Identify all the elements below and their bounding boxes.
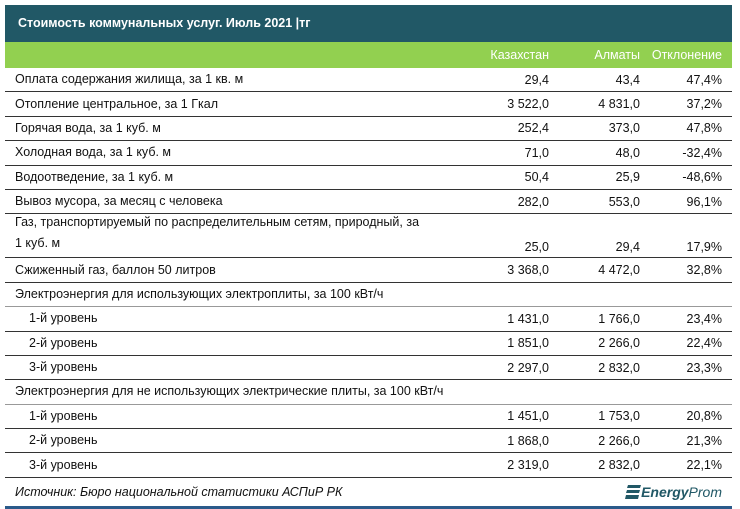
row-label: Электроэнергия для не использующих элект… (15, 384, 444, 399)
value-kazakhstan: 1 851,0 (507, 336, 549, 351)
table-row: 1-й уровень 1 451,0 1 753,0 20,8% (5, 405, 732, 430)
value-kazakhstan: 2 297,0 (507, 360, 549, 375)
table-row: Холодная вода, за 1 куб. м 71,0 48,0 -32,4% (5, 141, 732, 166)
value-almaty: 29,4 (615, 240, 640, 255)
row-label: 1-й уровень (29, 311, 98, 326)
value-deviation: -48,6% (682, 170, 722, 185)
value-deviation: 23,4% (686, 311, 722, 326)
table-row: Вывоз мусора, за месяц с человека 282,0 55… (5, 190, 732, 215)
table-row: Отопление центральное, за 1 Гкал 3 522,0 4… (5, 92, 732, 117)
value-deviation: 96,1% (686, 194, 722, 209)
value-kazakhstan: 1 431,0 (507, 311, 549, 326)
value-kazakhstan: 1 868,0 (507, 433, 549, 448)
value-almaty: 2 266,0 (598, 433, 640, 448)
value-almaty: 1 766,0 (598, 311, 640, 326)
row-label: 2-й уровень (29, 433, 98, 448)
table-header: Казахстан Алматы Отклонение (5, 42, 732, 68)
table-group-row: Электроэнергия для использующих электроп… (5, 283, 732, 308)
table-row: 2-й уровень 1 851,0 2 266,0 22,4% (5, 332, 732, 356)
value-kazakhstan: 71,0 (524, 145, 549, 160)
value-deviation: 32,8% (686, 263, 722, 278)
source-note: Источник: Бюро национальной статистики А… (15, 484, 343, 499)
value-almaty: 1 753,0 (598, 409, 640, 424)
row-label: Горячая вода, за 1 куб. м (15, 120, 161, 135)
col-almaty: Алматы (594, 48, 640, 62)
value-deviation: 22,1% (686, 458, 722, 473)
value-almaty: 2 832,0 (598, 360, 640, 375)
col-deviation: Отклонение (651, 48, 722, 62)
row-label: Сжиженный газ, баллон 50 литров (15, 262, 216, 277)
value-kazakhstan: 2 319,0 (507, 458, 549, 473)
value-kazakhstan: 1 451,0 (507, 409, 549, 424)
value-almaty: 48,0 (615, 145, 640, 160)
value-almaty: 25,9 (615, 170, 640, 185)
row-label: Вывоз мусора, за месяц с человека (15, 194, 223, 209)
table-row: 3-й уровень 2 297,0 2 832,0 23,3% (5, 356, 732, 381)
row-label: Холодная вода, за 1 куб. м (15, 145, 172, 160)
value-kazakhstan: 29,4 (524, 72, 549, 87)
row-label: 1-й уровень (29, 408, 98, 423)
table-row: Сжиженный газ, баллон 50 литров 3 368,0 4 … (5, 258, 732, 283)
value-almaty: 4 831,0 (598, 97, 640, 112)
table-row: Водоотведение, за 1 куб. м 50,4 25,9 -48,6% (5, 166, 732, 190)
value-almaty: 4 472,0 (598, 263, 640, 278)
value-kazakhstan: 3 368,0 (507, 263, 549, 278)
value-deviation: 20,8% (686, 409, 722, 424)
value-almaty: 2 832,0 (598, 458, 640, 473)
table-row: 3-й уровень 2 319,0 2 832,0 22,1% (5, 453, 732, 478)
value-kazakhstan: 252,4 (517, 121, 549, 136)
value-deviation: 37,2% (686, 97, 722, 112)
row-label: Оплата содержания жилища, за 1 кв. м (15, 72, 244, 87)
value-deviation: 21,3% (686, 433, 722, 448)
value-deviation: 23,3% (686, 360, 722, 375)
value-almaty: 553,0 (608, 194, 640, 209)
table-group-row: Электроэнергия для не использующих элект… (5, 380, 732, 405)
row-label: Отопление центральное, за 1 Гкал (15, 96, 218, 111)
row-label: Водоотведение, за 1 куб. м (15, 169, 174, 184)
value-kazakhstan: 50,4 (524, 170, 549, 185)
value-almaty: 373,0 (608, 121, 640, 136)
value-deviation: 22,4% (686, 336, 722, 351)
logo-mark-icon (625, 484, 642, 499)
value-deviation: 47,4% (686, 72, 722, 87)
footer: Источник: Бюро национальной статистики А… (5, 478, 732, 509)
table-row: 1-й уровень 1 431,0 1 766,0 23,4% (5, 307, 732, 332)
row-label: 3-й уровень (29, 457, 98, 472)
table-row: 2-й уровень 1 868,0 2 266,0 21,3% (5, 429, 732, 454)
row-label: 3-й уровень (29, 360, 98, 375)
value-kazakhstan: 282,0 (517, 194, 549, 209)
row-label: 2-й уровень (29, 335, 98, 350)
value-almaty: 2 266,0 (598, 336, 640, 351)
table-row: Газ, транспортируемый по распределительн… (5, 214, 732, 259)
table-row: Горячая вода, за 1 куб. м 252,4 373,0 47,8% (5, 117, 732, 142)
value-deviation: 47,8% (686, 121, 722, 136)
table-title: Стоимость коммунальных услуг. Июль 2021 … (5, 5, 732, 42)
value-almaty: 43,4 (615, 72, 640, 87)
value-deviation: -32,4% (682, 145, 722, 160)
value-kazakhstan: 25,0 (524, 240, 549, 255)
value-kazakhstan: 3 522,0 (507, 97, 549, 112)
value-deviation: 17,9% (686, 240, 722, 255)
utility-cost-table: Стоимость коммунальных услуг. Июль 2021 … (5, 5, 732, 509)
row-label: Электроэнергия для использующих электроп… (15, 286, 384, 301)
table-row: Оплата содержания жилища, за 1 кв. м 29,4… (5, 68, 732, 93)
energyprom-logo: Energy Prom (625, 484, 732, 500)
row-label: Газ, транспортируемый по распределительн… (15, 215, 420, 251)
col-kazakhstan: Казахстан (490, 48, 549, 62)
